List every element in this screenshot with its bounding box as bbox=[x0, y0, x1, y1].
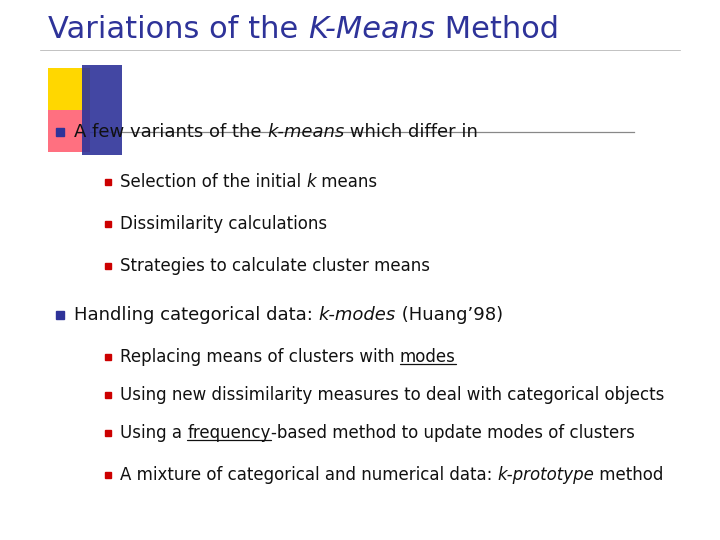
Bar bbox=[48, 110, 90, 152]
Text: k-prototype: k-prototype bbox=[498, 466, 595, 484]
Text: A few variants of the: A few variants of the bbox=[74, 123, 267, 141]
Text: method: method bbox=[595, 466, 664, 484]
Text: k-means: k-means bbox=[267, 123, 344, 141]
Text: means: means bbox=[316, 173, 377, 191]
Text: Strategies to calculate cluster means: Strategies to calculate cluster means bbox=[120, 257, 430, 275]
Text: A mixture of categorical and numerical data:: A mixture of categorical and numerical d… bbox=[120, 466, 498, 484]
Text: Variations of the: Variations of the bbox=[48, 16, 308, 44]
Text: Dissimilarity calculations: Dissimilarity calculations bbox=[120, 215, 327, 233]
Text: Handling categorical data:: Handling categorical data: bbox=[74, 306, 319, 324]
Text: Selection of the initial: Selection of the initial bbox=[120, 173, 307, 191]
Text: -based method to update modes of clusters: -based method to update modes of cluster… bbox=[271, 424, 634, 442]
Text: (Huang’98): (Huang’98) bbox=[396, 306, 503, 324]
Text: Using a: Using a bbox=[120, 424, 187, 442]
Text: K-Means: K-Means bbox=[308, 16, 435, 44]
Text: Replacing means of clusters with: Replacing means of clusters with bbox=[120, 348, 400, 366]
Text: Using new dissimilarity measures to deal with categorical objects: Using new dissimilarity measures to deal… bbox=[120, 386, 665, 404]
Text: modes: modes bbox=[400, 348, 456, 366]
Text: which differ in: which differ in bbox=[344, 123, 478, 141]
Bar bbox=[82, 65, 122, 155]
Text: k: k bbox=[307, 173, 316, 191]
Text: Method: Method bbox=[435, 16, 559, 44]
Bar bbox=[48, 68, 90, 110]
Text: frequency: frequency bbox=[187, 424, 271, 442]
Text: k-modes: k-modes bbox=[319, 306, 396, 324]
